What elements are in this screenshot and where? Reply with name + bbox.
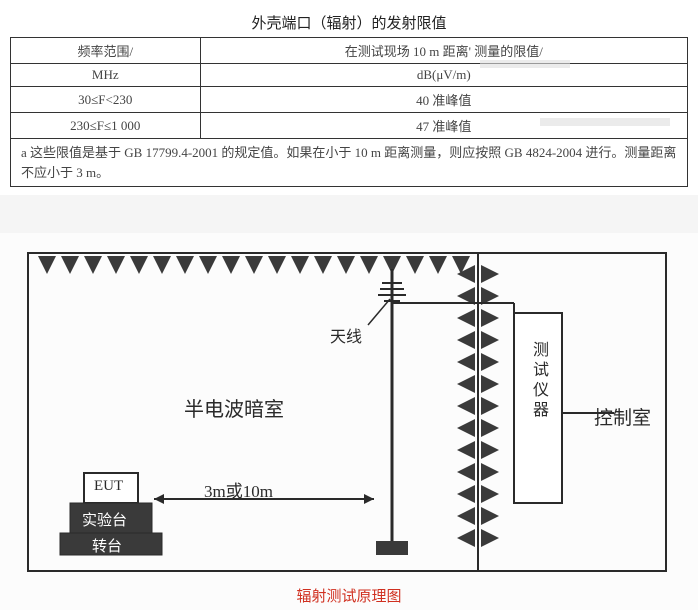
- table-note: a 这些限值是基于 GB 17799.4-2001 的规定值。如果在小于 10 …: [11, 139, 688, 187]
- label-eut: EUT: [94, 478, 123, 495]
- label-distance: 3m或10m: [204, 477, 273, 502]
- th-limit-1: 在测试现场 10 m 距离' 测量的限值/: [200, 38, 687, 64]
- th-freq-1: 频率范围/: [11, 38, 201, 64]
- row2-freq: 230≤F≤1 000: [11, 113, 201, 139]
- diagram-caption: 辐射测试原理图: [10, 585, 688, 606]
- label-bench: 实验台: [82, 509, 127, 530]
- limits-table: 频率范围/ 在测试现场 10 m 距离' 测量的限值/ MHz dB(μV/m)…: [10, 37, 688, 187]
- smudge-2: [540, 118, 670, 126]
- table-title: 外壳端口（辐射）的发射限值: [10, 8, 688, 37]
- row1-freq: 30≤F<230: [11, 87, 201, 113]
- th-freq-2: MHz: [11, 64, 201, 87]
- label-control-room: 控制室: [594, 403, 651, 430]
- label-turntable: 转台: [92, 535, 122, 556]
- smudge-1: [480, 60, 570, 68]
- label-antenna: 天线: [330, 323, 362, 347]
- th-limit-2: dB(μV/m): [200, 64, 687, 87]
- diagram-svg: [14, 243, 684, 583]
- radiation-test-diagram: 天线 半电波暗室 测试仪器 控制室 EUT 实验台 转台 3m或10m: [14, 243, 684, 587]
- label-chamber: 半电波暗室: [184, 393, 284, 422]
- label-instrument: 测试仪器: [526, 341, 550, 421]
- row1-limit: 40 准峰值: [200, 87, 687, 113]
